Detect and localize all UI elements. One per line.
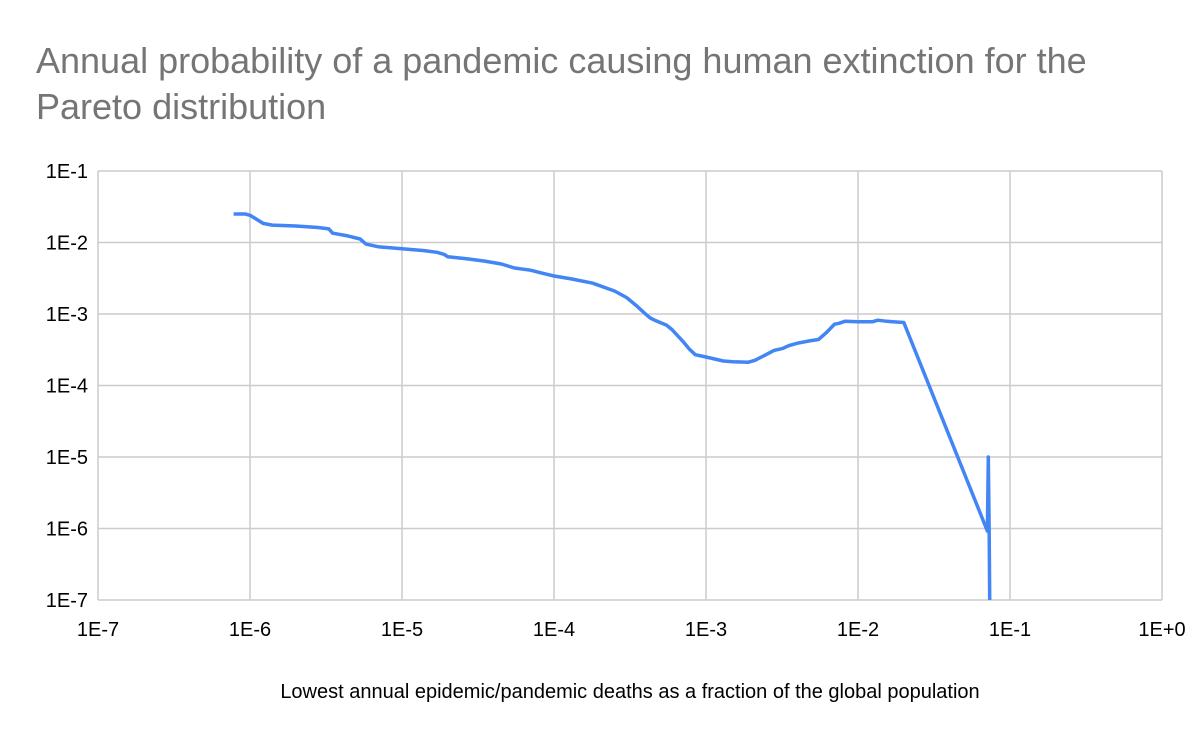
grid bbox=[97, 170, 1163, 601]
chart-title: Annual probability of a pandemic causing… bbox=[36, 40, 1087, 127]
y-tick-label: 1E-5 bbox=[46, 447, 88, 469]
x-tick-label: 1E-5 bbox=[381, 619, 423, 641]
x-tick-label: 1E+0 bbox=[1138, 619, 1185, 641]
x-tick-label: 1E-3 bbox=[685, 619, 727, 641]
x-tick-label: 1E-2 bbox=[837, 619, 879, 641]
y-tick-label: 1E-2 bbox=[46, 233, 88, 255]
x-tick-label: 1E-7 bbox=[77, 619, 119, 641]
y-tick-label: 1E-7 bbox=[46, 590, 88, 612]
y-tick-label: 1E-6 bbox=[46, 519, 88, 541]
x-tick-label: 1E-6 bbox=[229, 619, 271, 641]
tick-labels: 1E-7 1E-6 1E-5 1E-4 1E-3 1E-2 1E-1 1E+0 1E-7 1E-6… bbox=[46, 161, 1186, 641]
x-tick-label: 1E-1 bbox=[989, 619, 1031, 641]
y-tick-label: 1E-1 bbox=[46, 161, 88, 183]
x-tick-label: 1E-4 bbox=[533, 619, 575, 641]
series-layer bbox=[233, 212, 992, 601]
series-line-0 bbox=[233, 212, 992, 601]
x-axis-title: Lowest annual epidemic/pandemic deaths a… bbox=[280, 681, 979, 703]
y-tick-label: 1E-3 bbox=[46, 304, 88, 326]
y-tick-label: 1E-4 bbox=[46, 376, 88, 398]
